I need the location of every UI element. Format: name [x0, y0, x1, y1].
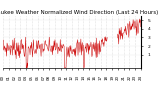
- Title: Milwaukee Weather Normalized Wind Direction (Last 24 Hours): Milwaukee Weather Normalized Wind Direct…: [0, 10, 159, 15]
